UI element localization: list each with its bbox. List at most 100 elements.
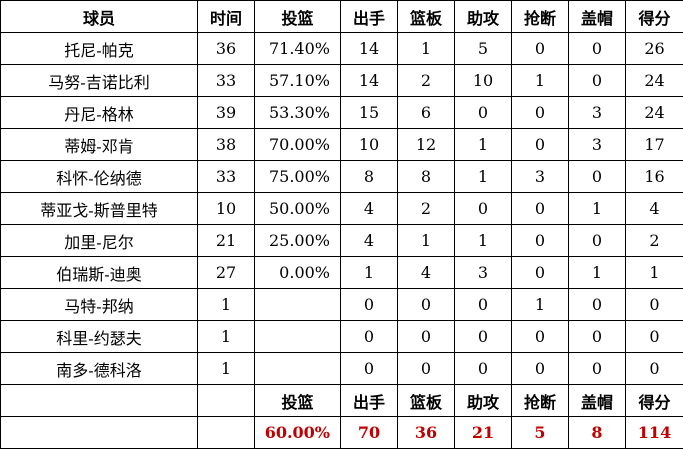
cell: 24 — [625, 64, 683, 97]
cell: 科里-约瑟夫 — [0, 320, 198, 353]
cell: 伯瑞斯-迪奥 — [0, 256, 198, 289]
cell: 1 — [197, 288, 255, 321]
cell: 0 — [397, 320, 455, 353]
cell: 12 — [397, 128, 455, 161]
table-row: 马特-邦纳 1 0 0 0 1 0 0 — [0, 288, 683, 321]
cell: 出手 — [340, 0, 398, 33]
table-row: 科里-约瑟夫 1 0 0 0 0 0 0 — [0, 320, 683, 353]
table-row: 南多-德科洛 1 0 0 0 0 0 0 — [0, 352, 683, 385]
cell — [197, 416, 255, 449]
cell: 70.00% — [254, 128, 341, 161]
cell: 球员 — [0, 0, 198, 33]
cell: 抢断 — [511, 384, 569, 417]
cell: 14 — [340, 64, 398, 97]
cell: 1 — [568, 256, 626, 289]
cell: 助攻 — [454, 384, 512, 417]
table-row: 蒂亚戈-斯普里特 10 50.00% 4 2 0 0 1 4 — [0, 192, 683, 225]
cell: 2 — [397, 64, 455, 97]
table-row: 蒂姆-邓肯 38 70.00% 10 12 1 0 3 17 — [0, 128, 683, 161]
cell: 36 — [197, 32, 255, 65]
cell: 0 — [568, 64, 626, 97]
cell — [254, 320, 341, 353]
cell: 71.40% — [254, 32, 341, 65]
cell: 0 — [568, 32, 626, 65]
cell: 10 — [454, 64, 512, 97]
cell: 21 — [197, 224, 255, 257]
cell: 17 — [625, 128, 683, 161]
cell: 70 — [340, 416, 398, 449]
cell — [197, 384, 255, 417]
cell: 0 — [454, 192, 512, 225]
cell: 0 — [340, 320, 398, 353]
cell: 1 — [197, 320, 255, 353]
cell: 0 — [454, 352, 512, 385]
cell: 1 — [454, 128, 512, 161]
cell: 10 — [340, 128, 398, 161]
cell: 0 — [568, 224, 626, 257]
cell: 60.00% — [254, 416, 341, 449]
cell: 6 — [397, 96, 455, 129]
cell: 0 — [511, 256, 569, 289]
cell: 3 — [568, 128, 626, 161]
table-row: 加里-尼尔 21 25.00% 4 1 1 0 0 2 — [0, 224, 683, 257]
cell: 8 — [340, 160, 398, 193]
cell: 50.00% — [254, 192, 341, 225]
cell: 8 — [397, 160, 455, 193]
table-row: 托尼-帕克 36 71.40% 14 1 5 0 0 26 — [0, 32, 683, 65]
cell: 得分 — [625, 0, 683, 33]
cell: 蒂亚戈-斯普里特 — [0, 192, 198, 225]
cell: 114 — [625, 416, 683, 449]
cell: 0 — [340, 352, 398, 385]
cell: 1 — [511, 288, 569, 321]
cell: 39 — [197, 96, 255, 129]
cell: 丹尼-格林 — [0, 96, 198, 129]
cell: 得分 — [625, 384, 683, 417]
cell: 1 — [568, 192, 626, 225]
cell: 15 — [340, 96, 398, 129]
cell: 57.10% — [254, 64, 341, 97]
cell: 盖帽 — [568, 384, 626, 417]
cell: 马努-吉诺比利 — [0, 64, 198, 97]
cell: 投篮 — [254, 384, 341, 417]
cell: 4 — [340, 224, 398, 257]
cell: 时间 — [197, 0, 255, 33]
cell: 科怀-伦纳德 — [0, 160, 198, 193]
cell: 篮板 — [397, 384, 455, 417]
cell: 4 — [397, 256, 455, 289]
cell — [0, 416, 198, 449]
cell: 1 — [397, 32, 455, 65]
cell: 10 — [197, 192, 255, 225]
totals-header-row: 投篮 出手 篮板 助攻 抢断 盖帽 得分 — [0, 384, 683, 417]
cell: 出手 — [340, 384, 398, 417]
cell: 盖帽 — [568, 0, 626, 33]
cell: 0 — [511, 224, 569, 257]
cell: 0.00% — [254, 256, 341, 289]
cell: 0 — [568, 160, 626, 193]
cell: 南多-德科洛 — [0, 352, 198, 385]
cell: 36 — [397, 416, 455, 449]
cell: 1 — [454, 160, 512, 193]
cell: 33 — [197, 160, 255, 193]
cell: 0 — [511, 32, 569, 65]
cell: 1 — [397, 224, 455, 257]
cell: 篮板 — [397, 0, 455, 33]
cell: 1 — [454, 224, 512, 257]
cell: 2 — [397, 192, 455, 225]
cell: 0 — [511, 96, 569, 129]
cell: 3 — [568, 96, 626, 129]
cell: 0 — [511, 192, 569, 225]
cell: 4 — [625, 192, 683, 225]
cell: 75.00% — [254, 160, 341, 193]
table-row: 丹尼-格林 39 53.30% 15 6 0 0 3 24 — [0, 96, 683, 129]
cell — [254, 352, 341, 385]
table-row: 马努-吉诺比利 33 57.10% 14 2 10 1 0 24 — [0, 64, 683, 97]
table-row: 伯瑞斯-迪奥 27 0.00% 1 4 3 0 1 1 — [0, 256, 683, 289]
cell: 0 — [454, 320, 512, 353]
cell: 0 — [340, 288, 398, 321]
table-row: 科怀-伦纳德 33 75.00% 8 8 1 3 0 16 — [0, 160, 683, 193]
cell: 4 — [340, 192, 398, 225]
cell: 0 — [454, 96, 512, 129]
cell: 1 — [625, 256, 683, 289]
cell: 16 — [625, 160, 683, 193]
cell: 1 — [197, 352, 255, 385]
